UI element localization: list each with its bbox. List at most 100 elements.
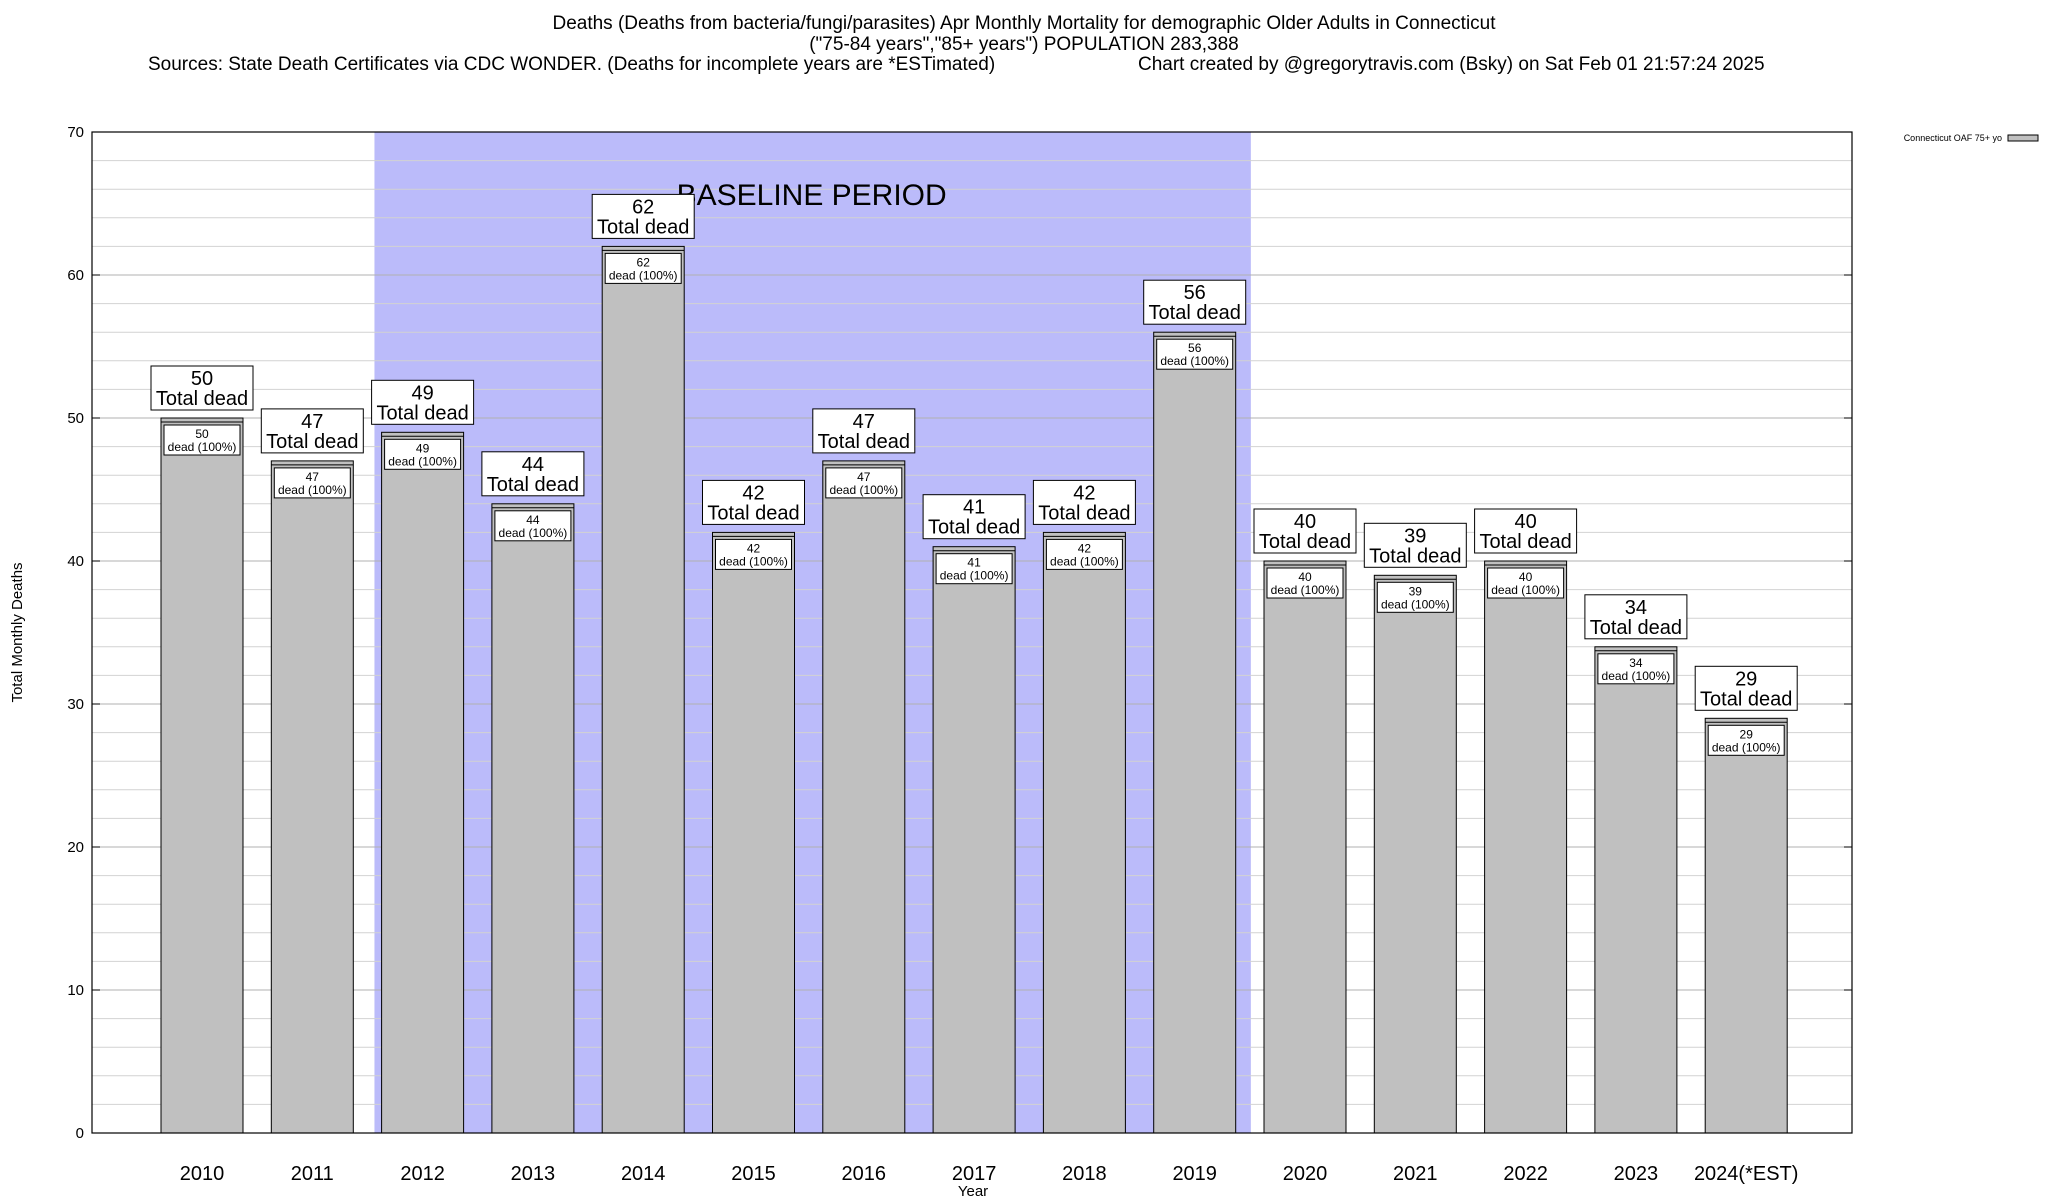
x-tick-label: 2010 — [180, 1163, 225, 1185]
bar-inner-value: 62 — [637, 255, 651, 269]
bar-inner-label: dead (100%) — [499, 526, 568, 540]
bar-top-value: 49 — [411, 382, 433, 404]
bar-top-value: 39 — [1404, 525, 1426, 547]
bar-inner-value: 47 — [857, 470, 871, 484]
bar-top-label: Total dead — [928, 517, 1020, 539]
bar — [932, 546, 1016, 1134]
bar-top-value: 47 — [301, 411, 323, 433]
bar-inner-label: dead (100%) — [1381, 597, 1450, 611]
bar-top-value: 40 — [1514, 511, 1536, 533]
bar-top-value: 40 — [1294, 511, 1316, 533]
bar — [1594, 646, 1678, 1134]
bar-inner-label-box — [1707, 724, 1785, 756]
bar-top-label-box — [150, 365, 254, 411]
bar-inner-label-box — [1487, 567, 1565, 599]
bar — [601, 245, 685, 1134]
bar — [270, 460, 354, 1134]
x-tick-label: 2015 — [731, 1163, 776, 1185]
bar-top-label: Total dead — [1369, 545, 1461, 567]
bar-inner-label: dead (100%) — [388, 454, 457, 468]
bar-top-label: Total dead — [818, 431, 910, 453]
y-tick-label: 50 — [67, 410, 84, 427]
bar-inner-label: dead (100%) — [1050, 554, 1119, 568]
bar-inner-value: 40 — [1298, 570, 1312, 584]
baseline-label: BASELINE PERIOD — [677, 179, 947, 212]
y-axis-label: Total Monthly Deaths — [9, 562, 26, 702]
bar-top-value: 44 — [522, 454, 544, 476]
bar-inner-label-box — [273, 467, 351, 499]
bar-top-label: Total dead — [1590, 617, 1682, 639]
bar-inner-value: 47 — [306, 470, 320, 484]
bar — [1373, 574, 1457, 1134]
bar-inner-label-box — [1376, 581, 1454, 613]
bar-top-label-box — [1143, 279, 1247, 325]
bar-inner-label-box — [1597, 653, 1675, 685]
bar-top-label: Total dead — [1259, 531, 1351, 553]
bar-top-value: 42 — [742, 482, 764, 504]
bar-inner-label-box — [1266, 567, 1344, 599]
bar-top-label: Total dead — [1479, 531, 1571, 553]
chart-credit: Chart created by @gregorytravis.com (Bsk… — [1138, 54, 1765, 75]
bar-top-value: 62 — [632, 196, 654, 218]
y-tick-label: 60 — [67, 267, 84, 284]
bar-top-value: 29 — [1735, 668, 1757, 690]
x-tick-label: 2021 — [1393, 1163, 1438, 1185]
x-axis-label: Year — [958, 1183, 988, 1200]
bar-top-label: Total dead — [597, 216, 689, 238]
legend-label: Connecticut OAF 75+ yo — [1904, 133, 2002, 143]
bar-top-label-box — [481, 451, 585, 497]
bar-top-value: 47 — [853, 411, 875, 433]
bar-top-value: 50 — [191, 368, 213, 390]
bar-inner-label: dead (100%) — [278, 483, 347, 497]
bar-top-label-box — [1694, 665, 1798, 711]
bar — [491, 503, 575, 1134]
bar-inner-label: dead (100%) — [719, 554, 788, 568]
x-tick-label: 2020 — [1283, 1163, 1328, 1185]
bar-inner-label: dead (100%) — [829, 483, 898, 497]
bar-inner-value: 42 — [747, 541, 761, 555]
bar-top-label-box — [1363, 522, 1467, 568]
bar-inner-label-box — [935, 553, 1013, 585]
bar-top-label-box — [1584, 594, 1688, 640]
bar-top-label: Total dead — [1700, 688, 1792, 710]
chart-sources: Sources: State Death Certificates via CD… — [148, 54, 996, 75]
x-tick-label: 2016 — [842, 1163, 887, 1185]
bar-top-label: Total dead — [156, 388, 248, 410]
bar — [1263, 560, 1347, 1134]
plot-frame — [91, 131, 1853, 1134]
y-tick-label: 40 — [67, 553, 84, 570]
bar — [1153, 331, 1237, 1134]
bar-inner-value: 40 — [1519, 570, 1533, 584]
bar-top-value: 34 — [1625, 597, 1647, 619]
legend-swatch — [2007, 134, 2039, 142]
bar-inner-label-box — [604, 252, 682, 284]
bar-inner-label: dead (100%) — [1491, 583, 1560, 597]
bar-inner-value: 50 — [195, 427, 209, 441]
x-tick-label: 2019 — [1172, 1163, 1217, 1185]
bar — [1704, 717, 1788, 1134]
y-tick-label: 70 — [67, 124, 84, 141]
bar-inner-label: dead (100%) — [1602, 669, 1671, 683]
bar — [822, 460, 906, 1134]
bar — [381, 431, 465, 1134]
bar-inner-label: dead (100%) — [609, 268, 678, 282]
bar-inner-label: dead (100%) — [1271, 583, 1340, 597]
y-tick-label: 10 — [67, 982, 84, 999]
bar-top-label-box — [922, 494, 1026, 540]
bar-top-label-box — [1253, 508, 1357, 554]
bar-top-label: Total dead — [487, 474, 579, 496]
bar-inner-label-box — [715, 538, 792, 570]
x-tick-label: 2023 — [1614, 1163, 1659, 1185]
bar-inner-label-box — [1045, 538, 1123, 570]
x-tick-label: 2014 — [621, 1163, 666, 1185]
bar-inner-value: 29 — [1740, 727, 1754, 741]
bar-top-label: Total dead — [1149, 302, 1241, 324]
bar-top-value: 42 — [1073, 482, 1095, 504]
bar-inner-label-box — [384, 438, 462, 470]
bar-inner-value: 41 — [967, 556, 981, 570]
bar-top-label-box — [812, 408, 916, 454]
bar-top-value: 56 — [1184, 282, 1206, 304]
x-tick-label: 2011 — [291, 1163, 334, 1185]
bar-top-label: Total dead — [376, 402, 468, 424]
